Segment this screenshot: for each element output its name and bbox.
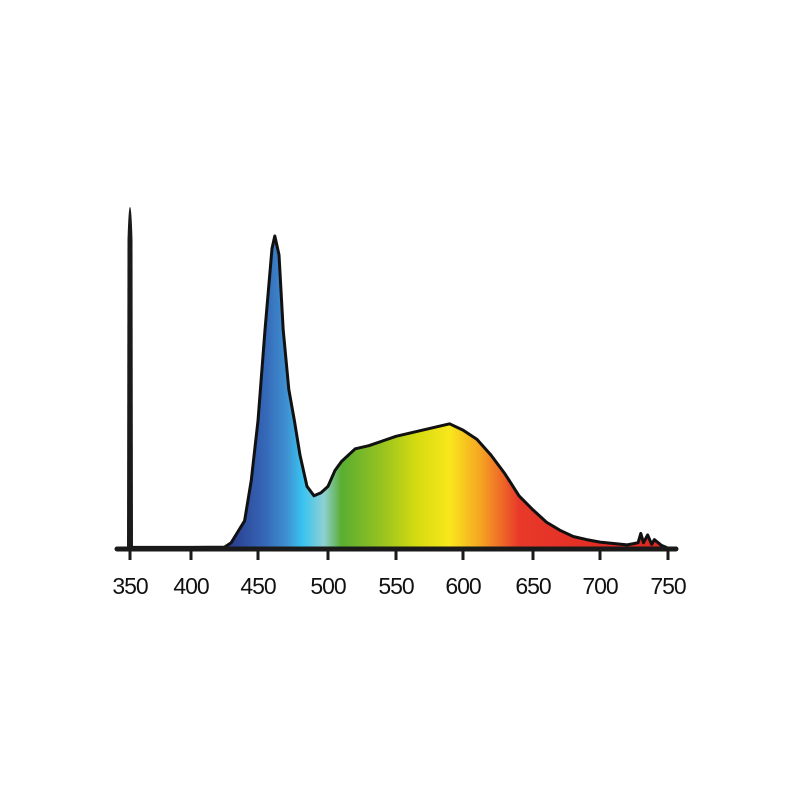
- x-tick-label: 450: [240, 573, 276, 599]
- spectrum-line: [130, 234, 669, 550]
- spectrum-area: [130, 236, 668, 549]
- x-tick-label: 750: [650, 573, 686, 599]
- y-axis: [127, 207, 133, 549]
- x-tick-label: 550: [378, 573, 414, 599]
- x-tick-label: 500: [310, 573, 346, 599]
- x-tick-label: 650: [515, 573, 551, 599]
- x-tick-label: 400: [173, 573, 209, 599]
- x-tick-label: 700: [582, 573, 618, 599]
- x-tick-label: 600: [445, 573, 481, 599]
- x-tick-label: 350: [112, 573, 148, 599]
